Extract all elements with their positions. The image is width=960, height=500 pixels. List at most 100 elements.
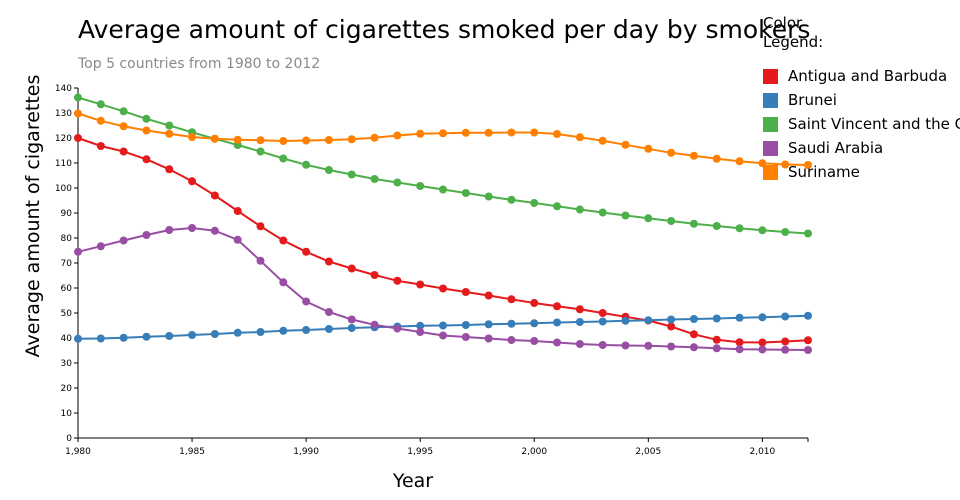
data-point bbox=[735, 313, 744, 322]
data-point bbox=[393, 276, 402, 285]
data-point bbox=[644, 341, 653, 350]
chart-title: Average amount of cigarettes smoked per … bbox=[78, 15, 810, 44]
x-tick-label: 1,995 bbox=[407, 447, 433, 457]
data-point bbox=[279, 137, 288, 145]
data-point bbox=[781, 337, 790, 346]
data-point bbox=[302, 136, 311, 145]
data-point bbox=[324, 325, 333, 333]
data-point bbox=[712, 314, 721, 323]
legend-swatch bbox=[763, 117, 778, 132]
data-point bbox=[142, 114, 151, 123]
data-point bbox=[416, 328, 425, 336]
x-tick-label: 2,010 bbox=[749, 447, 775, 457]
data-point bbox=[461, 333, 470, 341]
data-point bbox=[188, 224, 197, 232]
data-point bbox=[735, 224, 744, 233]
data-point bbox=[507, 195, 516, 204]
data-point bbox=[279, 154, 288, 163]
data-point bbox=[484, 320, 493, 329]
data-point bbox=[439, 284, 447, 293]
series-0 bbox=[74, 134, 812, 347]
data-point bbox=[119, 236, 128, 245]
legend-swatch bbox=[763, 93, 778, 108]
data-point bbox=[689, 343, 698, 352]
data-point bbox=[165, 121, 174, 130]
data-point bbox=[553, 202, 562, 211]
legend-title-line-1: Color bbox=[763, 14, 803, 32]
data-point bbox=[347, 324, 356, 332]
data-point bbox=[142, 332, 151, 341]
data-point bbox=[804, 346, 812, 354]
data-point bbox=[712, 335, 721, 344]
y-tick-label: 100 bbox=[55, 184, 72, 194]
series-4 bbox=[74, 109, 812, 169]
data-point bbox=[553, 302, 562, 311]
data-point bbox=[598, 317, 607, 326]
data-point bbox=[393, 178, 402, 187]
data-point bbox=[370, 133, 379, 142]
data-point bbox=[507, 128, 516, 137]
y-tick-label: 10 bbox=[61, 409, 73, 419]
data-point bbox=[735, 338, 744, 347]
data-point bbox=[96, 116, 105, 125]
data-point bbox=[804, 336, 812, 345]
series-line bbox=[77, 112, 809, 166]
data-point bbox=[598, 309, 607, 317]
data-point bbox=[347, 170, 356, 179]
data-point bbox=[667, 342, 676, 351]
x-tick-label: 1,980 bbox=[65, 447, 91, 457]
legend-title-line-2: Legend: bbox=[763, 33, 823, 51]
data-point bbox=[439, 185, 447, 194]
x-tick-label: 1,990 bbox=[293, 447, 319, 457]
data-point bbox=[279, 278, 288, 287]
data-point bbox=[302, 160, 311, 169]
data-point bbox=[233, 235, 242, 244]
y-tick-label: 90 bbox=[61, 209, 73, 219]
legend-label: Saudi Arabia bbox=[788, 139, 883, 157]
y-axis-title: Average amount of cigarettes bbox=[22, 75, 44, 358]
data-point bbox=[621, 316, 630, 325]
data-point bbox=[461, 288, 470, 296]
data-point bbox=[804, 311, 812, 320]
data-point bbox=[279, 326, 288, 335]
y-tick-label: 120 bbox=[55, 134, 72, 144]
data-point bbox=[667, 315, 676, 324]
plot-area bbox=[74, 93, 812, 354]
data-point bbox=[416, 129, 425, 138]
data-point bbox=[188, 331, 197, 339]
data-point bbox=[575, 340, 584, 348]
data-point bbox=[530, 337, 539, 345]
data-point bbox=[621, 341, 630, 350]
legend-label: Antigua and Barbuda bbox=[788, 67, 947, 85]
y-tick-label: 0 bbox=[66, 434, 72, 444]
data-point bbox=[165, 332, 174, 340]
data-point bbox=[712, 222, 721, 230]
data-point bbox=[667, 148, 676, 157]
series-1 bbox=[74, 311, 812, 343]
data-point bbox=[74, 334, 82, 343]
data-point bbox=[507, 336, 516, 344]
data-point bbox=[712, 344, 721, 353]
data-point bbox=[96, 142, 105, 150]
legend-swatch bbox=[763, 165, 778, 180]
data-point bbox=[644, 214, 653, 223]
series-3 bbox=[74, 224, 812, 354]
data-point bbox=[165, 165, 174, 174]
data-point bbox=[416, 321, 425, 330]
data-point bbox=[302, 297, 311, 306]
data-point bbox=[804, 229, 812, 238]
data-point bbox=[324, 136, 333, 144]
data-point bbox=[256, 222, 265, 231]
data-point bbox=[324, 166, 333, 174]
data-point bbox=[781, 345, 790, 354]
data-point bbox=[370, 271, 379, 279]
data-point bbox=[119, 333, 128, 342]
data-point bbox=[347, 135, 356, 144]
data-point bbox=[575, 318, 584, 326]
data-point bbox=[210, 134, 219, 143]
legend-swatch bbox=[763, 141, 778, 156]
data-point bbox=[461, 321, 470, 329]
series-2 bbox=[74, 93, 812, 238]
data-point bbox=[439, 321, 447, 330]
